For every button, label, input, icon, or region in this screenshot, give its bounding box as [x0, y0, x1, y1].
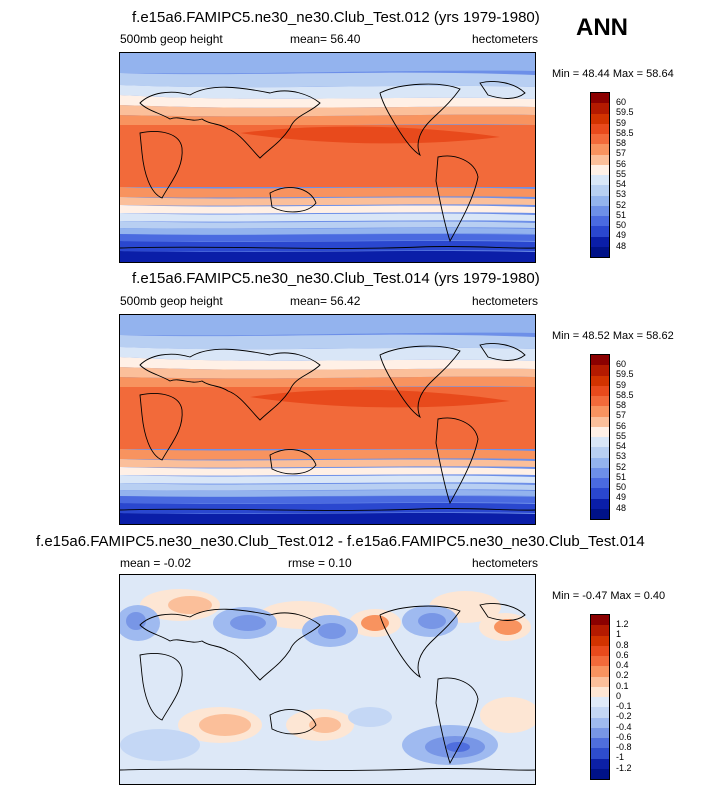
panel-2-tick: 59 — [616, 380, 627, 390]
panel-1-tick: 59.5 — [616, 107, 634, 117]
season-label: ANN — [576, 14, 628, 41]
panel-2-tick: 53 — [616, 451, 627, 461]
panel-2-tick: 50 — [616, 482, 627, 492]
panel-2-map — [119, 314, 536, 525]
panel-3-tick: 0.2 — [616, 670, 629, 680]
panel-3-tick: 1 — [616, 629, 622, 639]
panel-2-tick: 59.5 — [616, 369, 634, 379]
panel-2-tick: 56 — [616, 421, 627, 431]
panel-1-tick: 48 — [616, 241, 627, 251]
panel-2-tick: 58 — [616, 400, 627, 410]
panel-3-minmax: Min = -0.47 Max = 0.40 — [552, 590, 666, 602]
panel-1-minmax: Min = 48.44 Max = 58.64 — [552, 68, 674, 80]
panel-2-tick: 48 — [616, 503, 627, 513]
panel-1-tick: 55 — [616, 169, 627, 179]
panel-3-tick: -0.4 — [616, 722, 632, 732]
panel-3-tick: 0.1 — [616, 681, 629, 691]
panel-1-tick: 56 — [616, 159, 627, 169]
panel-3-tick: 0.6 — [616, 650, 629, 660]
panel-3-title: f.e15a6.FAMIPC5.ne30_ne30.Club_Test.012 … — [36, 533, 645, 550]
panel-3-tick: 1.2 — [616, 619, 629, 629]
panel-1-title: f.e15a6.FAMIPC5.ne30_ne30.Club_Test.012 … — [132, 9, 540, 26]
panel-2-tick: 60 — [616, 359, 627, 369]
panel-2-tick: 55 — [616, 431, 627, 441]
panel-3-contour-field — [120, 575, 535, 784]
panel-3-tick: -1.2 — [616, 763, 632, 773]
panel-1-tick: 58.5 — [616, 128, 634, 138]
panel-3-colorbar — [590, 614, 610, 780]
panel-3-tick: -1 — [616, 752, 625, 762]
panel-1-tick: 54 — [616, 179, 627, 189]
panel-2-tick: 58.5 — [616, 390, 634, 400]
panel-1-mean: mean= 56.40 — [290, 32, 361, 46]
panel-2-minmax: Min = 48.52 Max = 58.62 — [552, 330, 674, 342]
panel-1-colorbar — [590, 92, 610, 258]
panel-3-units: hectometers — [472, 556, 539, 570]
panel-3-tick: -0.6 — [616, 732, 632, 742]
panel-1-contour-field — [120, 53, 535, 262]
panel-3-tick: -0.2 — [616, 711, 632, 721]
panel-2-title: f.e15a6.FAMIPC5.ne30_ne30.Club_Test.014 … — [132, 270, 540, 287]
panel-3-tick: -0.1 — [616, 701, 632, 711]
panel-3-tick: 0.8 — [616, 640, 629, 650]
panel-2-variable: 500mb geop height — [120, 294, 223, 308]
panel-1-tick: 58 — [616, 138, 627, 148]
panel-2-tick: 49 — [616, 492, 627, 502]
panel-2-mean: mean= 56.42 — [290, 294, 361, 308]
panel-2-colorbar — [590, 354, 610, 520]
panel-1-tick: 59 — [616, 118, 627, 128]
panel-1-tick: 49 — [616, 230, 627, 240]
panel-1-units: hectometers — [472, 32, 539, 46]
panel-1-tick: 57 — [616, 148, 627, 158]
panel-2-tick: 57 — [616, 410, 627, 420]
panel-2-tick: 54 — [616, 441, 627, 451]
panel-1-map — [119, 52, 536, 263]
panel-1-tick: 52 — [616, 200, 627, 210]
panel-3-tick: 0 — [616, 691, 622, 701]
panel-3-rmse: rmse = 0.10 — [288, 556, 352, 570]
panel-2-contour-field — [120, 315, 535, 524]
panel-3-mean: mean = -0.02 — [120, 556, 192, 570]
panel-3-map — [119, 574, 536, 785]
panel-1-tick: 50 — [616, 220, 627, 230]
panel-1-tick: 60 — [616, 97, 627, 107]
panel-1-tick: 53 — [616, 189, 627, 199]
panel-2-tick: 52 — [616, 462, 627, 472]
panel-1-variable: 500mb geop height — [120, 32, 223, 46]
panel-3-tick: 0.4 — [616, 660, 629, 670]
panel-3-tick: -0.8 — [616, 742, 632, 752]
panel-1-tick: 51 — [616, 210, 627, 220]
panel-2-tick: 51 — [616, 472, 627, 482]
panel-2-units: hectometers — [472, 294, 539, 308]
